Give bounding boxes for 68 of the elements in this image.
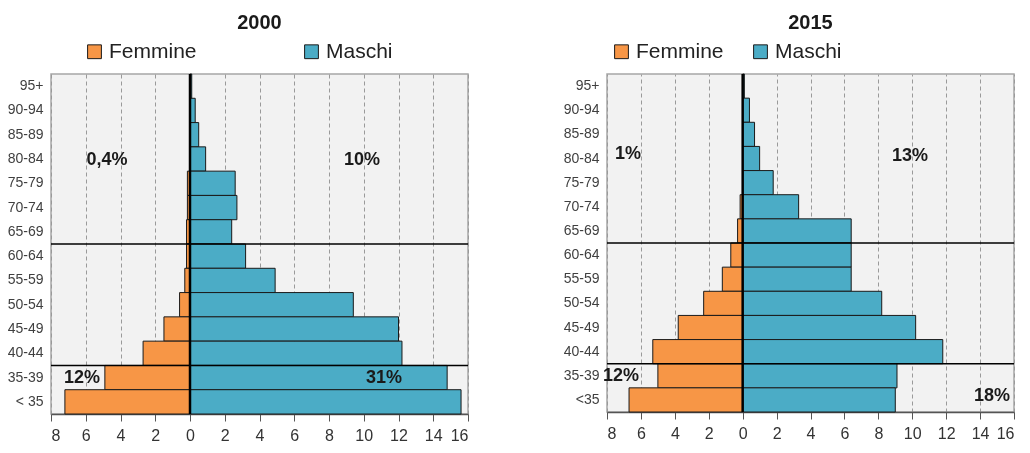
y-tick-label: 85-89 <box>7 125 44 142</box>
y-tick-label: 60-64 <box>563 246 600 263</box>
x-tick-label: 6 <box>636 424 646 442</box>
x-tick-label: 2 <box>772 424 782 442</box>
x-tick-label: 14 <box>971 424 990 442</box>
y-tick-label: 65-69 <box>7 222 44 239</box>
x-tick-label: 8 <box>874 424 884 442</box>
y-tick-label: 35-39 <box>563 366 600 383</box>
annotation: 10% <box>343 149 381 169</box>
y-tick-label: 50-54 <box>563 294 600 311</box>
y-tick-label: 70-74 <box>563 197 600 214</box>
x-tick-label: 10 <box>355 426 374 444</box>
y-tick-label: 50-54 <box>7 295 44 312</box>
x-tick-label: 8 <box>607 424 617 442</box>
x-tick-label: 6 <box>290 426 300 444</box>
y-tick-label: 70-74 <box>7 198 44 215</box>
y-tick-label: 65-69 <box>563 221 600 238</box>
y-tick-label: <35 <box>575 390 600 407</box>
x-tick-label: 4 <box>806 424 816 442</box>
x-tick-label: 2 <box>220 426 230 444</box>
annotation: 12% <box>602 365 640 385</box>
y-tick-label: 55-59 <box>7 271 44 288</box>
annotation: 31% <box>365 367 403 387</box>
x-tick-label: 2 <box>704 424 714 442</box>
x-tick-label: 12 <box>390 426 408 444</box>
y-tick-label: < 35 <box>15 392 44 409</box>
x-tick-label: 2 <box>151 426 161 444</box>
x-tick-label: 14 <box>424 426 443 444</box>
x-tick-label: 12 <box>937 424 956 442</box>
y-tick-label: 55-59 <box>563 270 600 287</box>
x-tick-label: 0 <box>738 424 748 442</box>
x-tick-label: 16 <box>450 426 469 444</box>
y-tick-label: 95+ <box>19 77 44 94</box>
annotation: 12% <box>63 367 101 387</box>
annotation: 1% <box>614 143 642 163</box>
y-tick-label: 45-49 <box>7 320 44 336</box>
legend-label: Maschi <box>775 38 842 62</box>
y-tick-label: 80-84 <box>7 150 44 166</box>
y-tick-label: 35-39 <box>7 368 44 385</box>
y-tick-label: 60-64 <box>7 247 44 264</box>
chart-title: 2015 <box>788 11 833 33</box>
y-tick-label: 40-44 <box>563 342 600 359</box>
annotation: 0,4% <box>86 149 128 169</box>
y-tick-label: 80-84 <box>563 149 600 166</box>
x-tick-label: 6 <box>81 426 91 444</box>
x-tick-label: 8 <box>325 426 335 444</box>
y-tick-label: 40-44 <box>7 344 44 361</box>
x-tick-label: 8 <box>51 426 61 444</box>
legend-label: Femmine <box>636 38 724 62</box>
x-tick-label: 10 <box>903 424 922 442</box>
chart-title: 2000 <box>237 11 282 33</box>
annotation: 13% <box>891 145 929 165</box>
x-tick-label: 4 <box>670 424 680 442</box>
y-tick-label: 75-79 <box>7 174 44 191</box>
y-tick-label: 75-79 <box>563 173 600 190</box>
y-tick-label: 90-94 <box>563 101 600 118</box>
x-tick-label: 4 <box>116 426 126 444</box>
x-tick-label: 4 <box>255 426 265 444</box>
annotation: 18% <box>973 385 1011 405</box>
legend-label: Femmine <box>109 38 197 62</box>
x-tick-label: 0 <box>186 426 196 444</box>
x-tick-label: 16 <box>996 424 1015 442</box>
y-tick-label: 85-89 <box>563 125 600 142</box>
y-tick-label: 90-94 <box>7 101 44 118</box>
y-tick-label: 45-49 <box>563 318 600 335</box>
x-tick-label: 6 <box>840 424 850 442</box>
y-tick-label: 95+ <box>575 77 600 94</box>
legend-label: Maschi <box>326 38 393 62</box>
